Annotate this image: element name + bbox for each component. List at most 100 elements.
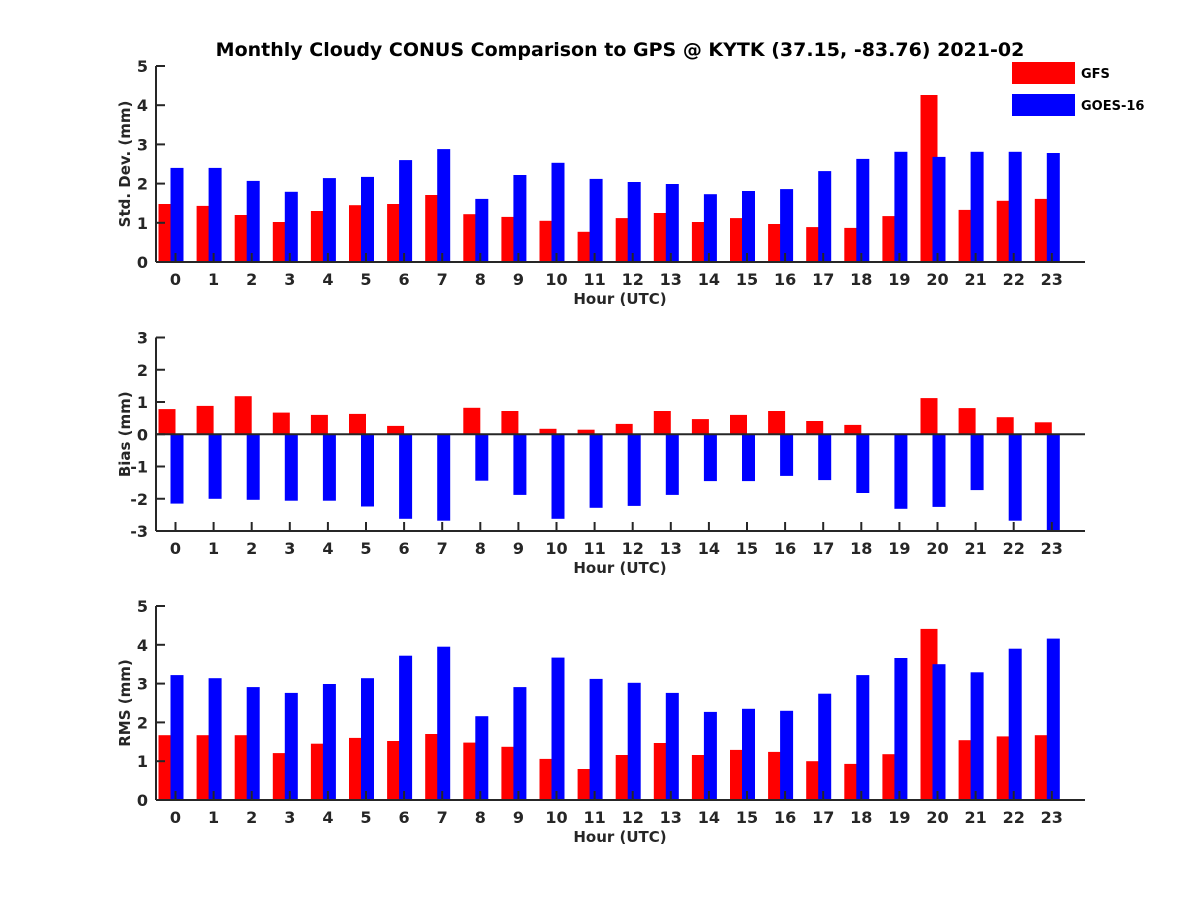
bar-gfs-bias [196, 405, 214, 435]
bar-goes16-std-dev [627, 182, 641, 262]
bar-gfs-bias [920, 398, 938, 435]
bar-goes16-std-dev [322, 178, 336, 262]
bar-goes16-bias [437, 434, 451, 521]
x-tick-label: 23 [1041, 539, 1063, 558]
y-tick-label: 0 [137, 253, 148, 272]
bar-gfs-bias [958, 408, 976, 435]
bar-goes16-rms [818, 693, 832, 800]
bar-goes16-std-dev [894, 151, 908, 262]
bar-goes16-std-dev [970, 151, 984, 262]
x-tick-label: 13 [660, 808, 682, 827]
x-tick-label: 16 [774, 270, 796, 289]
y-tick-label: 5 [137, 597, 148, 616]
x-tick-label: 18 [850, 270, 872, 289]
y-tick-label: 1 [137, 752, 148, 771]
x-tick-label: 22 [1003, 539, 1025, 558]
y-axis-label: Std. Dev. (mm) [116, 101, 134, 228]
bar-gfs-bias [272, 412, 290, 435]
x-tick-label: 2 [246, 539, 257, 558]
bar-goes16-rms [475, 716, 489, 800]
x-tick-label: 7 [437, 808, 448, 827]
bar-goes16-rms [894, 658, 908, 800]
bar-goes16-bias [513, 434, 527, 495]
bar-goes16-std-dev [475, 198, 489, 262]
y-tick-label: 2 [137, 361, 148, 380]
x-tick-label: 9 [513, 808, 524, 827]
bar-gfs-bias [768, 411, 786, 435]
x-tick-label: 23 [1041, 808, 1063, 827]
bar-goes16-std-dev [742, 191, 755, 262]
x-tick-label: 8 [475, 539, 486, 558]
legend-swatch-gfs [1012, 62, 1075, 84]
x-tick-label: 12 [622, 539, 644, 558]
x-tick-label: 10 [545, 539, 567, 558]
bar-goes16-std-dev [361, 176, 374, 262]
bar-gfs-bias [501, 411, 519, 435]
x-tick-label: 12 [622, 808, 644, 827]
x-tick-label: 5 [360, 539, 371, 558]
bar-goes16-bias [170, 434, 184, 504]
bar-goes16-bias [399, 434, 413, 519]
x-tick-label: 3 [284, 808, 295, 827]
bar-goes16-std-dev [589, 178, 603, 262]
bar-gfs-bias [730, 414, 747, 435]
bar-gfs-bias [653, 411, 671, 435]
x-tick-label: 0 [170, 539, 181, 558]
y-tick-label: 4 [137, 636, 148, 655]
x-tick-label: 22 [1003, 270, 1025, 289]
y-tick-label: -3 [130, 522, 148, 541]
x-tick-label: 22 [1003, 808, 1025, 827]
bar-goes16-bias [627, 434, 641, 506]
bar-goes16-bias [665, 434, 679, 495]
bar-goes16-bias [475, 434, 489, 481]
x-tick-label: 7 [437, 539, 448, 558]
x-tick-label: 12 [622, 270, 644, 289]
x-tick-label: 14 [698, 270, 720, 289]
bar-goes16-rms [208, 678, 222, 800]
x-tick-label: 15 [736, 539, 758, 558]
bar-goes16-rms [246, 687, 260, 800]
y-tick-label: 4 [137, 96, 148, 115]
bar-goes16-rms [627, 682, 641, 800]
bar-goes16-std-dev [665, 184, 679, 262]
x-tick-label: 14 [698, 808, 720, 827]
x-tick-label: 5 [360, 808, 371, 827]
x-tick-label: 20 [926, 808, 948, 827]
x-tick-label: 21 [964, 539, 986, 558]
x-tick-label: 13 [660, 270, 682, 289]
bar-goes16-bias [780, 434, 794, 476]
legend-swatch-goes16 [1012, 94, 1075, 116]
figure-title: Monthly Cloudy CONUS Comparison to GPS @… [216, 39, 1025, 61]
y-tick-label: 3 [137, 135, 148, 154]
bar-goes16-bias [589, 434, 603, 508]
bar-goes16-bias [856, 434, 870, 493]
bar-goes16-bias [894, 434, 908, 509]
bar-gfs-bias [349, 413, 366, 435]
bar-goes16-rms [361, 678, 374, 800]
x-tick-label: 13 [660, 539, 682, 558]
x-tick-label: 3 [284, 270, 295, 289]
bar-goes16-std-dev [399, 160, 413, 262]
bar-gfs-bias [577, 429, 595, 435]
y-tick-label: 2 [137, 175, 148, 194]
y-tick-label: 1 [137, 393, 148, 412]
x-tick-label: 18 [850, 539, 872, 558]
bar-goes16-std-dev [1046, 153, 1060, 262]
x-tick-label: 17 [812, 270, 834, 289]
bar-goes16-rms [703, 711, 717, 800]
legend: GFS GOES-16 [1012, 62, 1144, 116]
bar-goes16-rms [322, 684, 336, 800]
y-tick-label: 5 [137, 57, 148, 76]
x-tick-label: 11 [583, 539, 605, 558]
x-tick-label: 6 [399, 270, 410, 289]
bar-goes16-bias [361, 434, 374, 507]
x-tick-label: 8 [475, 808, 486, 827]
bar-goes16-std-dev [818, 171, 832, 262]
bar-goes16-rms [1008, 648, 1022, 800]
bar-goes16-rms [513, 687, 527, 800]
x-tick-label: 10 [545, 270, 567, 289]
bar-gfs-bias [387, 425, 405, 435]
